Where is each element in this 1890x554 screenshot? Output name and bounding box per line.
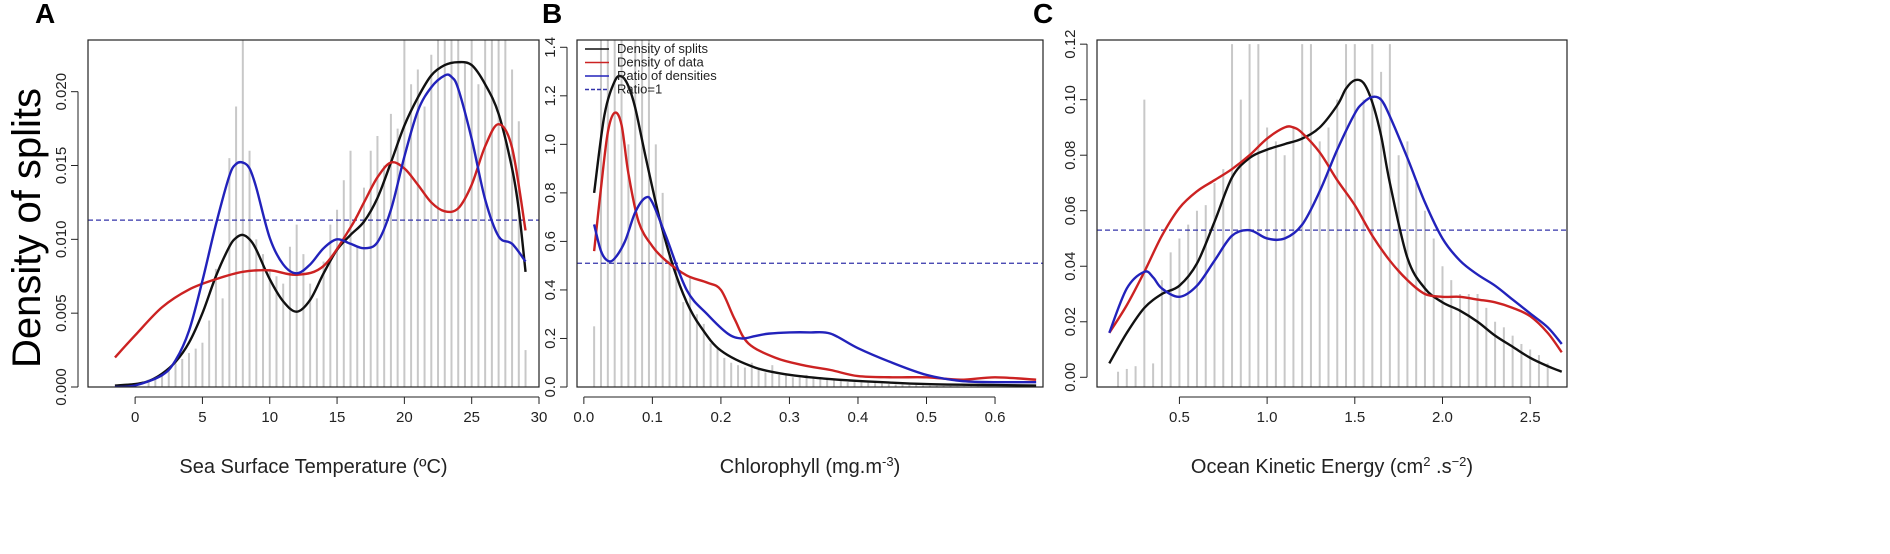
y-tick-label: 0.2	[542, 328, 559, 349]
plot-frame	[87, 39, 540, 388]
x-tick-label: 0.0	[573, 409, 594, 426]
y-tick-label: 0.08	[1062, 141, 1079, 170]
x-tick-label: 2.0	[1432, 409, 1453, 426]
x-axis-label-text-end: )	[894, 456, 901, 478]
x-axis-label-superscript: 2	[1423, 454, 1430, 469]
legend-entry-label: Density of splits	[617, 41, 709, 56]
x-tick-label: 2.5	[1520, 409, 1541, 426]
x-tick-label: 0.4	[848, 409, 869, 426]
x-tick-label: 0.2	[710, 409, 731, 426]
y-tick-label: 0.02	[1062, 307, 1079, 336]
legend-entry-label: Density of data	[617, 55, 704, 70]
x-tick-label: 1.5	[1344, 409, 1365, 426]
series-group	[592, 74, 1037, 387]
x-tick-label: 0.3	[779, 409, 800, 426]
series-line-density-of-splits	[592, 74, 1037, 387]
x-axis-label-text: Ocean Kinetic Energy (cm	[1191, 456, 1423, 478]
x-axis-label-text-end: )	[1466, 456, 1473, 478]
x-tick-label: 0.1	[642, 409, 663, 426]
y-tick-label: 1.2	[542, 85, 559, 106]
series-line-ratio-of-densities	[1108, 95, 1563, 345]
x-axis: 0.0 0.1 0.2 0.3 0.4 0.5 0.6	[573, 396, 1006, 426]
figure-y-axis-label: Density of splits	[5, 88, 49, 368]
y-tick-label: 0.0	[542, 377, 559, 398]
y-tick-label: 0.6	[542, 231, 559, 252]
series-line-ratio-of-densities	[114, 73, 527, 387]
panel-letter: A	[35, 0, 55, 29]
x-axis-label-superscript: -3	[882, 454, 894, 469]
series-line-density-of-data	[592, 111, 1037, 381]
x-axis-label: Sea Surface Temperature (ºC)	[179, 456, 447, 478]
y-tick-label: 0.020	[53, 73, 70, 111]
y-axis: 0.0 0.2 0.4 0.6 0.8 1.0 1.2 1.4	[542, 37, 568, 398]
y-tick-label: 0.10	[1062, 85, 1079, 114]
x-tick-label: 0.5	[916, 409, 937, 426]
histogram	[1117, 44, 1549, 387]
panel-letter: B	[542, 0, 562, 29]
y-tick-label: 0.8	[542, 182, 559, 203]
plot-frame	[576, 39, 1044, 388]
x-tick-label: 1.0	[1257, 409, 1278, 426]
y-axis: 0.00 0.02 0.04 0.06 0.08 0.10 0.12	[1062, 30, 1088, 392]
y-tick-label: 0.010	[53, 221, 70, 259]
panel-letter: C	[1033, 0, 1053, 29]
y-tick-label: 0.12	[1062, 30, 1079, 59]
x-axis-label-superscript-2: −2	[1452, 454, 1467, 469]
y-tick-label: 0.04	[1062, 252, 1079, 281]
x-tick-label: 0.6	[985, 409, 1006, 426]
x-tick-label: 30	[531, 409, 548, 426]
x-tick-label: 0.5	[1169, 409, 1190, 426]
x-tick-label: 5	[198, 409, 206, 426]
series-line-density-of-splits	[114, 60, 527, 387]
y-axis: 0.000 0.005 0.010 0.015 0.020	[53, 73, 79, 406]
legend-entry-label: Ratio of densities	[617, 68, 717, 83]
y-tick-label: 1.4	[542, 37, 559, 58]
x-tick-label: 0	[131, 409, 139, 426]
y-tick-label: 0.015	[53, 147, 70, 185]
x-tick-label: 10	[261, 409, 278, 426]
panel-c: C 0.5 1.0 1.5 2.0 2.5 0.00 0.02 0.04 0.06 0.08 0.10…	[1033, 0, 1568, 479]
series-line-ratio-of-densities	[592, 195, 1037, 384]
x-tick-label: 20	[396, 409, 413, 426]
plot-frame	[1096, 39, 1568, 388]
y-tick-label: 0.06	[1062, 196, 1079, 225]
histogram	[147, 40, 527, 387]
series-line-density-of-data	[1108, 125, 1563, 354]
series-group	[1108, 78, 1563, 373]
series-line-density-of-splits	[1108, 78, 1563, 373]
x-axis-label-text: Chlorophyll (mg.m	[720, 456, 882, 478]
x-axis-label-text: Sea Surface Temperature (ºC)	[179, 456, 447, 478]
y-tick-label: 1.0	[542, 134, 559, 155]
x-axis-label-text-mid: .s	[1430, 456, 1451, 478]
x-axis: 0.5 1.0 1.5 2.0 2.5	[1169, 396, 1541, 426]
series-group	[114, 60, 527, 387]
y-tick-label: 0.4	[542, 280, 559, 301]
x-axis-label: Ocean Kinetic Energy (cm2 .s−2)	[1191, 454, 1473, 479]
panel-a: A 0 5 10 15 20 25 30 0.000 0.005 0.010 0.015 0.020 Se…	[35, 0, 547, 478]
y-tick-label: 0.005	[53, 294, 70, 332]
x-axis: 0 5 10 15 20 25 30	[131, 396, 548, 426]
y-tick-label: 0.00	[1062, 363, 1079, 392]
y-tick-label: 0.000	[53, 368, 70, 406]
legend-entry-label: Ratio=1	[617, 82, 662, 97]
x-tick-label: 15	[329, 409, 346, 426]
x-axis-label: Chlorophyll (mg.m-3)	[720, 454, 901, 479]
panel-b: B 0.0 0.1 0.2 0.3 0.4 0.5 0.6 0.0 0.2 0.4 0.6 0.8 1.0…	[542, 0, 1044, 479]
series-line-density-of-data	[114, 122, 527, 359]
x-tick-label: 25	[463, 409, 480, 426]
